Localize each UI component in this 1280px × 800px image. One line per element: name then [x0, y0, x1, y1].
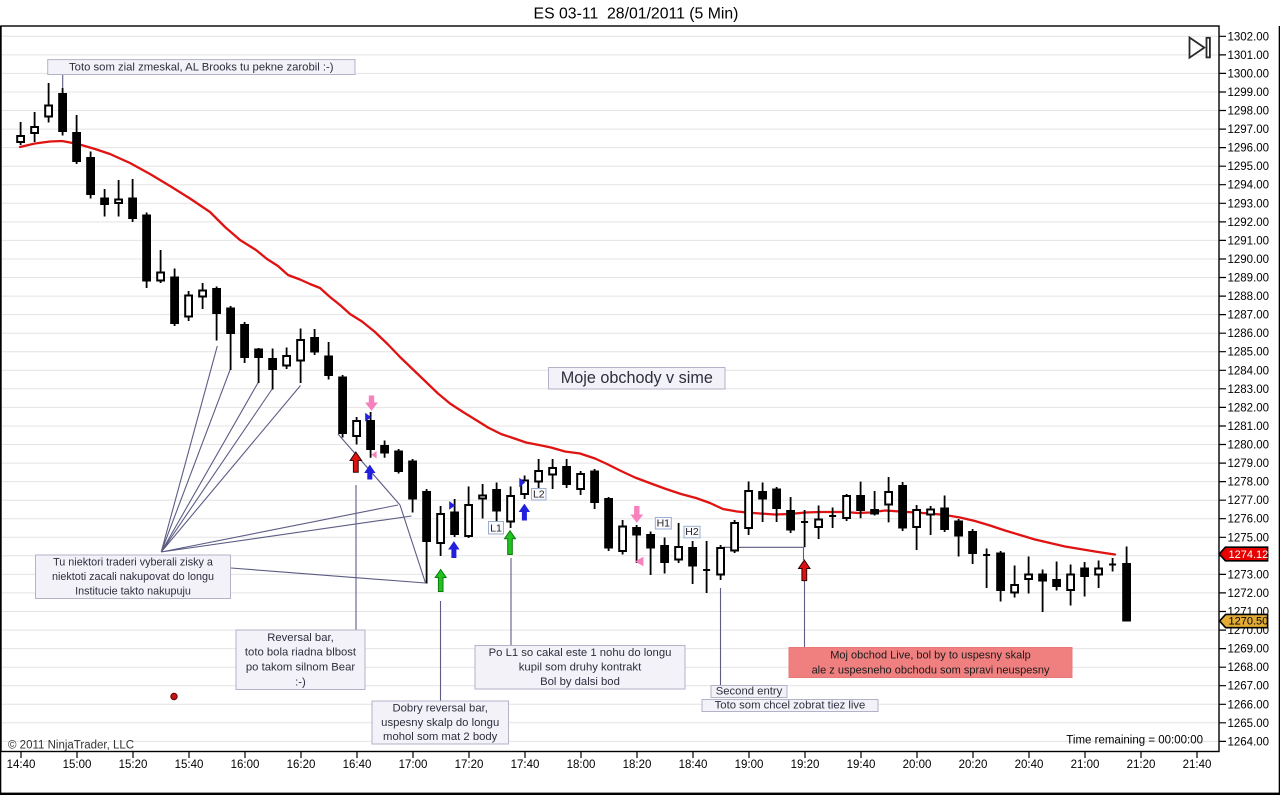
svg-text:1279.00: 1279.00	[1228, 458, 1270, 470]
svg-text:1276.00: 1276.00	[1228, 514, 1270, 526]
svg-text:Reversal bar,: Reversal bar,	[267, 632, 334, 644]
svg-text:18:20: 18:20	[623, 759, 652, 771]
svg-text:H1: H1	[657, 517, 671, 529]
svg-text:1293.00: 1293.00	[1228, 198, 1270, 210]
svg-text:1266.00: 1266.00	[1228, 699, 1270, 711]
svg-text:niektoti zacali nakupovat do l: niektoti zacali nakupovat do longu	[52, 571, 214, 583]
svg-text:uspesny skalp do longu: uspesny skalp do longu	[381, 717, 499, 729]
svg-text:1270.50: 1270.50	[1229, 616, 1269, 628]
svg-text:Toto som zial zmeskal, AL Broo: Toto som zial zmeskal, AL Brooks tu pekn…	[69, 62, 334, 74]
svg-text:21:40: 21:40	[1183, 759, 1212, 771]
svg-text:1284.00: 1284.00	[1228, 365, 1270, 377]
svg-text:1285.00: 1285.00	[1228, 347, 1270, 359]
svg-text:1290.00: 1290.00	[1228, 254, 1270, 266]
svg-text:15:40: 15:40	[175, 759, 204, 771]
svg-text:17:00: 17:00	[399, 759, 428, 771]
svg-text:18:00: 18:00	[567, 759, 596, 771]
svg-text:1281.00: 1281.00	[1228, 421, 1270, 433]
svg-text:© 2011 NinjaTrader, LLC: © 2011 NinjaTrader, LLC	[8, 740, 134, 752]
svg-text:19:40: 19:40	[847, 759, 876, 771]
svg-text:16:20: 16:20	[287, 759, 316, 771]
svg-text:20:20: 20:20	[959, 759, 988, 771]
svg-text:1300.00: 1300.00	[1228, 68, 1270, 80]
svg-text:Po L1 so cakal este 1 nohu do: Po L1 so cakal este 1 nohu do longu	[489, 647, 672, 659]
svg-text:1267.00: 1267.00	[1228, 681, 1270, 693]
svg-text:mohol som mat 2 body: mohol som mat 2 body	[383, 731, 498, 743]
svg-text:1278.00: 1278.00	[1228, 477, 1270, 489]
svg-text:1274.12: 1274.12	[1229, 549, 1269, 561]
svg-text:1289.00: 1289.00	[1228, 273, 1270, 285]
svg-text:14:40: 14:40	[7, 759, 36, 771]
svg-text:Institucie takto nakupuju: Institucie takto nakupuju	[75, 586, 191, 598]
svg-text:Dobry reversal bar,: Dobry reversal bar,	[392, 703, 487, 715]
svg-text:20:00: 20:00	[903, 759, 932, 771]
svg-text::-): :-)	[295, 677, 306, 689]
svg-text:1275.00: 1275.00	[1228, 532, 1270, 544]
svg-text:po takom silnom Bear: po takom silnom Bear	[246, 662, 355, 674]
svg-text:Moje obchody v sime: Moje obchody v sime	[561, 369, 713, 387]
svg-text:1288.00: 1288.00	[1228, 291, 1270, 303]
svg-text:1301.00: 1301.00	[1228, 50, 1270, 62]
svg-text:Bol by dalsi bod: Bol by dalsi bod	[540, 676, 620, 688]
svg-text:L2: L2	[533, 488, 545, 500]
svg-text:1273.00: 1273.00	[1228, 569, 1270, 581]
svg-text:H2: H2	[685, 526, 699, 538]
svg-text:19:20: 19:20	[791, 759, 820, 771]
svg-text:1280.00: 1280.00	[1228, 440, 1270, 452]
svg-text:1265.00: 1265.00	[1228, 718, 1270, 730]
svg-text:1299.00: 1299.00	[1228, 87, 1270, 99]
svg-text:1277.00: 1277.00	[1228, 495, 1270, 507]
svg-text:19:00: 19:00	[735, 759, 764, 771]
svg-text:1264.00: 1264.00	[1228, 736, 1270, 748]
svg-text:L1: L1	[490, 522, 502, 534]
svg-text:Toto som chcel zobrat tiez liv: Toto som chcel zobrat tiez live	[715, 699, 866, 711]
svg-text:ES 03-11 28/01/2011 (5 Min): ES 03-11 28/01/2011 (5 Min)	[534, 6, 739, 23]
svg-text:Moj obchod Live, bol by to usp: Moj obchod Live, bol by to uspesny skalp	[830, 650, 1031, 662]
svg-text:1287.00: 1287.00	[1228, 310, 1270, 322]
svg-text:21:20: 21:20	[1127, 759, 1156, 771]
svg-text:1294.00: 1294.00	[1228, 180, 1270, 192]
svg-text:1291.00: 1291.00	[1228, 235, 1270, 247]
svg-text:1272.00: 1272.00	[1228, 588, 1270, 600]
svg-text:ale z uspesneho obchodu som sp: ale z uspesneho obchodu som spravi neusp…	[812, 665, 1050, 677]
svg-text:16:40: 16:40	[343, 759, 372, 771]
svg-text:1296.00: 1296.00	[1228, 143, 1270, 155]
svg-text:1282.00: 1282.00	[1228, 402, 1270, 414]
svg-text:1283.00: 1283.00	[1228, 384, 1270, 396]
svg-text:15:20: 15:20	[119, 759, 148, 771]
svg-text:Second entry: Second entry	[716, 685, 783, 697]
svg-text:20:40: 20:40	[1015, 759, 1044, 771]
svg-text:1298.00: 1298.00	[1228, 106, 1270, 118]
svg-text:1295.00: 1295.00	[1228, 161, 1270, 173]
svg-text:15:00: 15:00	[63, 759, 92, 771]
svg-text:21:00: 21:00	[1071, 759, 1100, 771]
svg-text:1297.00: 1297.00	[1228, 124, 1270, 136]
svg-text:17:40: 17:40	[511, 759, 540, 771]
svg-text:17:20: 17:20	[455, 759, 484, 771]
svg-text:16:00: 16:00	[231, 759, 260, 771]
svg-text:kupil som druhy kontrakt: kupil som druhy kontrakt	[519, 662, 642, 674]
svg-text:18:40: 18:40	[679, 759, 708, 771]
svg-text:1302.00: 1302.00	[1228, 31, 1270, 43]
svg-text:1286.00: 1286.00	[1228, 328, 1270, 340]
svg-text:1268.00: 1268.00	[1228, 662, 1270, 674]
svg-text:Time remaining = 00:00:00: Time remaining = 00:00:00	[1066, 735, 1203, 747]
svg-text:1292.00: 1292.00	[1228, 217, 1270, 229]
svg-text:Tu niektori traderi vyberali z: Tu niektori traderi vyberali zisky a	[53, 557, 213, 569]
svg-text:1269.00: 1269.00	[1228, 644, 1270, 656]
svg-text:toto bola riadna blbost: toto bola riadna blbost	[245, 647, 357, 659]
